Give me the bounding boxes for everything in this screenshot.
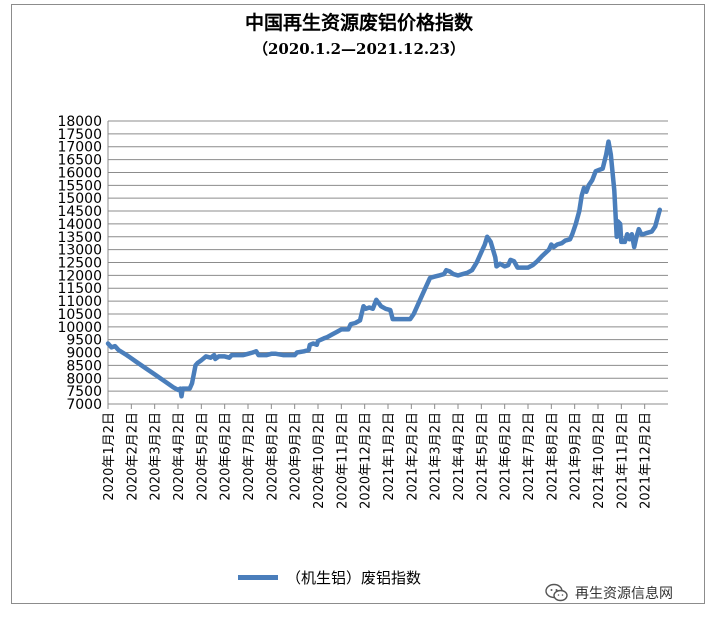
x-tick-label: 2020年7月2日 [242,412,257,501]
y-tick-label: 14000 [57,217,102,233]
x-tick-label: 2020年10月2日 [312,412,327,509]
x-tick-label: 2021年11月2日 [615,412,630,509]
x-tick-label: 2020年2月2日 [125,412,140,501]
y-tick-label: 7500 [66,384,102,400]
x-tick-label: 2021年8月2日 [545,412,560,501]
x-tick-label: 2021年1月2日 [382,412,397,501]
y-tick-label: 17000 [57,140,102,156]
gridlines [108,120,668,392]
x-tick-label: 2020年6月2日 [219,412,234,501]
y-tick-label: 8000 [66,371,102,387]
y-tick-label: 15000 [57,191,102,207]
x-tick-label: 2020年1月2日 [102,412,117,501]
chart-frame [11,4,705,604]
x-tick-label: 2021年2月2日 [405,412,420,501]
legend: （机生铝）废铝指数 [238,566,421,588]
y-tick-label: 16500 [57,153,102,169]
watermark-text: 再生资源信息网 [575,586,673,602]
x-tick-label: 2021年3月2日 [429,412,444,501]
x-tick-label: 2020年8月2日 [265,412,280,501]
y-tick-label: 12000 [57,268,102,284]
x-tick-label: 2020年5月2日 [195,412,210,501]
y-tick-label: 8500 [66,358,102,374]
x-tick-label: 2020年12月2日 [359,412,374,509]
series-lines [105,139,663,399]
watermark: 再生资源信息网 [545,582,673,604]
y-tick-label: 10500 [57,307,102,323]
chart-title: 中国再生资源废铝价格指数 [244,12,473,34]
legend-swatch [238,574,278,580]
chart-subtitle: （2020.1.2—2021.12.23） [252,40,465,58]
x-tick-label: 2020年4月2日 [172,412,187,501]
axes [107,121,668,409]
y-tick-label: 15500 [57,178,102,194]
y-tick-label: 13500 [57,230,102,246]
y-tick-label: 7000 [66,397,102,413]
legend-label: （机生铝）废铝指数 [286,568,422,587]
x-tick-label: 2020年9月2日 [289,412,304,501]
x-tick-label: 2021年4月2日 [452,412,467,501]
x-tick-label: 2020年11月2日 [335,412,350,509]
y-tick-label: 9000 [66,346,102,362]
y-tick-label: 18000 [57,114,102,130]
wechat-icon [545,583,568,602]
y-tick-label: 10000 [57,320,102,336]
x-tick-label: 2021年6月2日 [499,412,514,501]
y-tick-label: 13000 [57,243,102,259]
x-tick-label: 2021年12月2日 [639,412,654,509]
x-tick-label: 2021年5月2日 [475,412,490,501]
x-tick-label: 2021年9月2日 [569,412,584,501]
y-tick-label: 11000 [57,294,102,310]
y-tick-label: 12500 [57,256,102,272]
x-tick-label: 2020年3月2日 [149,412,164,501]
x-tick-label: 2021年7月2日 [522,412,537,501]
x-tick-label: 2021年10月2日 [592,412,607,509]
y-tick-label: 9500 [66,333,102,349]
y-tick-label: 17500 [57,127,102,143]
y-tick-label: 16000 [57,165,102,181]
y-tick-label: 11500 [57,281,102,297]
x-axis-tick-labels: 2020年1月2日 2020年2月2日 2020年3月2日 2020年4月2日 2020… [102,412,654,509]
y-tick-label: 14500 [57,204,102,220]
series-line [105,139,663,399]
y-axis-tick-labels: 7000750080008500900095001000010500110001… [57,114,102,413]
